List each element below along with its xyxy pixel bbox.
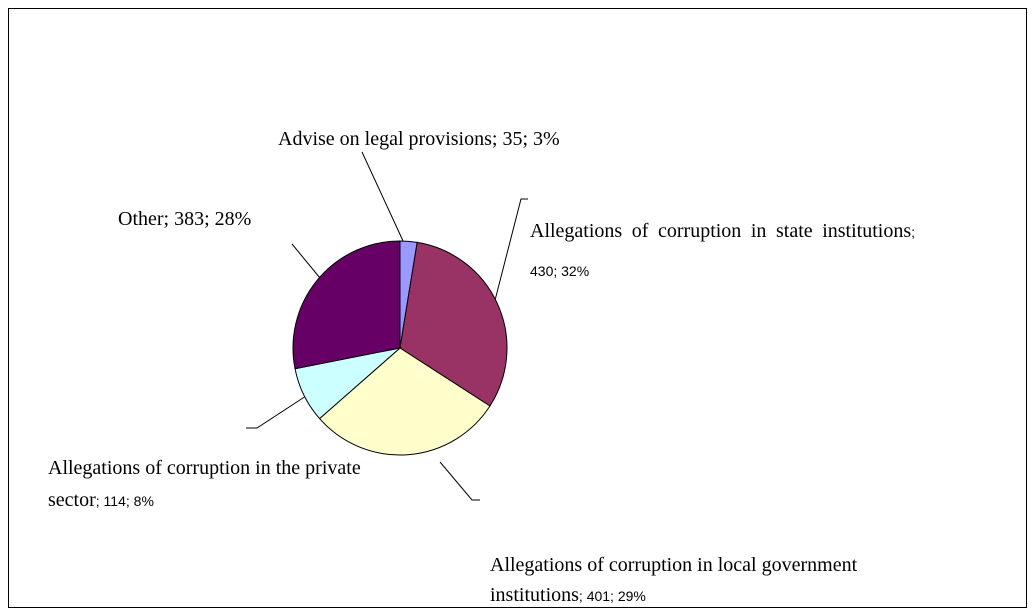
value-label: 383 — [174, 208, 205, 230]
separator: ; — [204, 208, 215, 230]
category-label: Allegations of corruption in local gover… — [490, 554, 858, 606]
separator: ; — [553, 263, 562, 279]
slice-label: Other; 383; 28% — [118, 204, 251, 234]
separator: ; — [163, 208, 175, 230]
slice-label: Allegations of corruption in state insti… — [530, 212, 915, 290]
slice-label: Advise on legal provisions; 35; 3% — [278, 124, 560, 154]
value-label: 114 — [103, 493, 126, 509]
page: {"chart_data": {"type": "pie", "categori… — [8, 8, 1027, 608]
chart — [246, 151, 528, 501]
value-label: 401 — [586, 588, 611, 604]
separator: ; — [95, 493, 104, 509]
leader-line — [246, 395, 307, 429]
leader-line — [291, 243, 321, 279]
category-label: Other — [118, 208, 164, 230]
leader-lines — [246, 151, 528, 501]
value-label: 430 — [530, 263, 554, 279]
slice-label: Allegations of corruption in the private… — [48, 452, 398, 517]
separator: ; — [491, 128, 503, 150]
separator: ; — [578, 588, 587, 604]
percent-label: 3% — [533, 128, 560, 150]
leader-line — [361, 151, 405, 244]
pie-slice — [318, 347, 491, 456]
category-label: Allegations of corruption in the private… — [48, 457, 361, 511]
slice-label: Allegations of corruption in local gover… — [490, 550, 890, 611]
percent-label: 32% — [561, 263, 590, 279]
value-label: 35 — [502, 128, 523, 150]
pie-slice — [292, 240, 401, 370]
separator: ; — [522, 128, 533, 150]
leader-line — [491, 198, 528, 313]
category-label: Advise on legal provisions — [278, 128, 492, 150]
percent-label: 28% — [214, 208, 252, 230]
separator: ; — [610, 588, 618, 604]
separator: ; — [911, 224, 915, 240]
percent-label: 8% — [133, 493, 154, 509]
pie — [292, 240, 508, 456]
leader-line — [439, 461, 480, 501]
category-label: Allegations of corruption in state insti… — [530, 220, 912, 242]
separator: ; — [125, 493, 134, 509]
percent-label: 29% — [617, 588, 646, 604]
